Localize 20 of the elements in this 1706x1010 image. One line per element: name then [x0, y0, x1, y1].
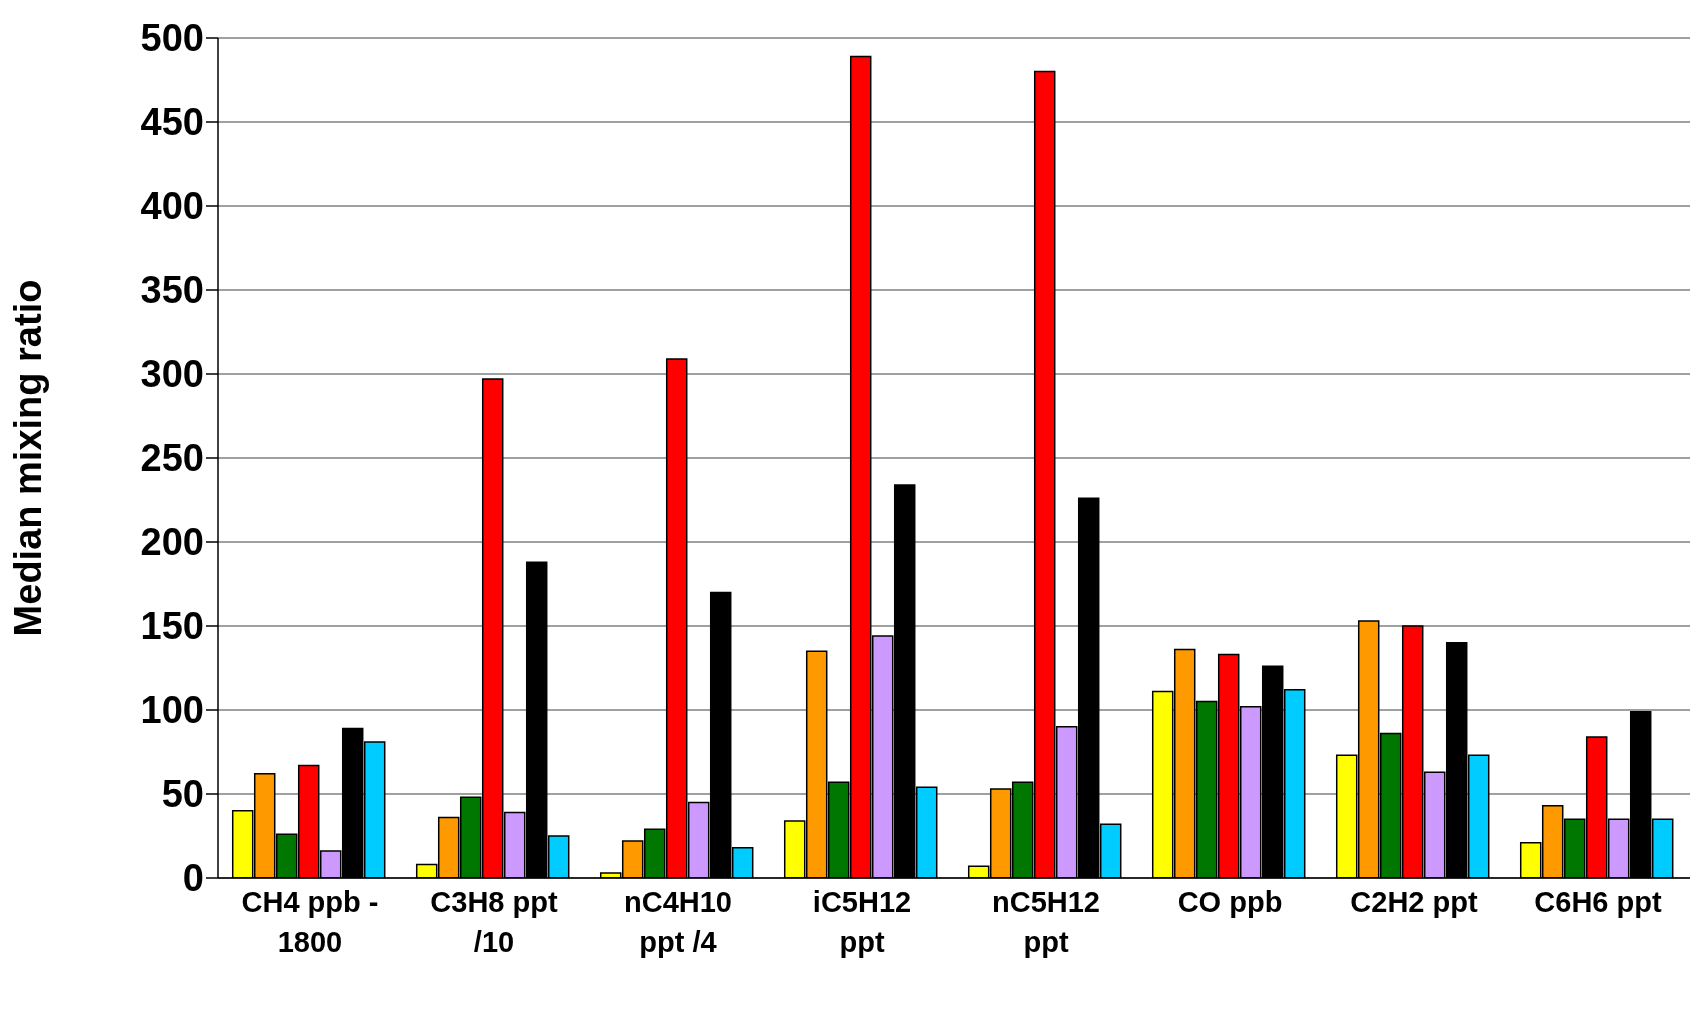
x-tick-label: C2H2 ppt — [1350, 886, 1478, 918]
y-tick-label: 300 — [140, 353, 204, 396]
y-tick-label: 0 — [182, 857, 204, 900]
y-tick-label: 400 — [140, 185, 204, 228]
y-tick-label: 350 — [140, 269, 204, 312]
x-tick-label: CO ppb — [1177, 886, 1283, 918]
y-tick-label: 150 — [140, 605, 204, 648]
y-tick-label: 50 — [161, 773, 204, 816]
y-axis-title: Median mixing ratio — [7, 279, 50, 637]
x-tick-label: nC4H10 ppt /4 — [624, 886, 732, 958]
y-tick-label: 250 — [140, 437, 204, 480]
x-tick-label: CH4 ppb - 1800 — [241, 886, 379, 958]
x-tick-label: C6H6 ppt — [1534, 886, 1662, 918]
y-tick-label: 500 — [140, 17, 204, 60]
x-tick-label: C3H8 ppt /10 — [430, 886, 558, 958]
y-tick-label: 450 — [140, 101, 204, 144]
y-tick-label: 100 — [140, 689, 204, 732]
x-tick-label: nC5H12 ppt — [992, 886, 1100, 958]
x-tick-label: iC5H12 ppt — [812, 886, 912, 958]
y-tick-label: 200 — [140, 521, 204, 564]
